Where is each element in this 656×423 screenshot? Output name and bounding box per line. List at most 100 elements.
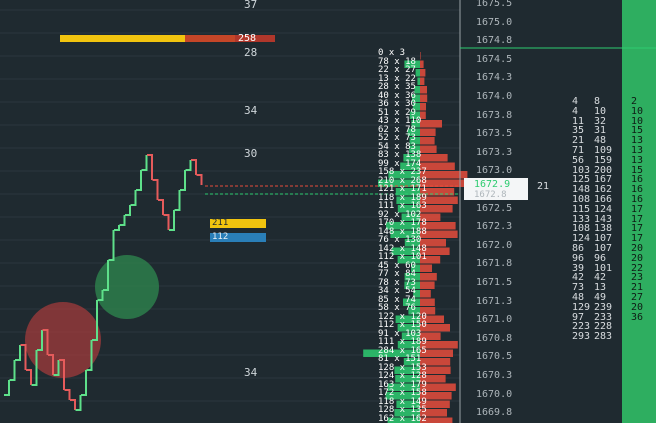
price-level[interactable]: 1675.0 (476, 16, 513, 28)
price-level[interactable]: 1670.5 (476, 351, 513, 363)
dom-ask_col-value: 200 (594, 164, 613, 176)
dom-vol_col-value: 17 (631, 223, 644, 235)
dom-vol_col-value: 15 (631, 125, 644, 137)
price-level[interactable]: 1674.3 (476, 72, 513, 84)
dom-ask_col-value: 107 (594, 233, 613, 245)
footprint-row: 78 x 18 (378, 56, 416, 67)
price-level[interactable]: 1674.5 (476, 53, 513, 65)
bid-volume-bar (386, 222, 420, 230)
price-level[interactable]: 1674.8 (476, 35, 513, 47)
footprint-row: 13 x 22 (378, 73, 416, 84)
dom-bid_col-value: 293 (572, 331, 591, 343)
price-level[interactable]: 1675.5 (476, 0, 513, 9)
bid-volume-bar (401, 332, 420, 340)
price-level[interactable]: 1673.5 (476, 128, 513, 140)
buy-volume-bubble (95, 255, 159, 319)
dom-bid_col-value: 96 (572, 252, 585, 264)
price-level[interactable]: 1671.0 (476, 314, 513, 326)
ask-volume-bar (420, 103, 426, 111)
ask-volume-bar (420, 213, 441, 221)
price-level[interactable]: 1671.5 (476, 277, 513, 288)
price-level[interactable]: 1672.5 (476, 202, 513, 214)
bid-volume-bar (396, 196, 420, 204)
dom-ask_col-value: 239 (594, 301, 613, 313)
price-level[interactable]: 1671.3 (476, 295, 513, 307)
dom-ask_col-value: 167 (594, 174, 613, 186)
ask-volume-bar (420, 315, 444, 323)
top-volume-bar-red (185, 35, 275, 42)
price-line-segment (185, 160, 192, 171)
dom-vol_col-value: 22 (631, 262, 644, 274)
price-level[interactable]: 1669.8 (476, 407, 513, 419)
price-level[interactable]: 1674.0 (476, 91, 513, 102)
bid-volume-bar (387, 417, 420, 423)
price-level[interactable]: 1673.8 (476, 109, 513, 121)
dom-vol_col-value: 10 (631, 105, 644, 117)
dom-bid_col-value: 71 (572, 145, 585, 156)
bid-volume-bar (409, 137, 420, 145)
ask-volume-bar (420, 188, 455, 196)
footprint-row: 170 x 178 (378, 218, 427, 228)
price-level[interactable]: 1673.0 (476, 165, 513, 177)
price-line-segment (20, 344, 27, 370)
price-line-segment (125, 205, 131, 216)
price-line-segment (158, 199, 164, 215)
dom-ask_col-value: 283 (594, 331, 613, 343)
footprint-row: 284 x 165 (378, 345, 427, 356)
price-level[interactable]: 1670.3 (476, 370, 513, 381)
footprint-row: 77 x 84 (378, 269, 416, 279)
dom-ask_col-value: 107 (594, 243, 613, 254)
footprint-row: 112 x 101 (378, 252, 427, 262)
bid-volume-bar (401, 213, 420, 221)
footprint-row: 62 x 78 (378, 124, 416, 135)
price-line-segment (174, 190, 181, 211)
price-level[interactable]: 1673.3 (476, 146, 513, 158)
footprint-row: 163 x 179 (378, 379, 427, 390)
sell-volume-bubble (25, 302, 101, 378)
price-level[interactable]: 1671.8 (476, 258, 513, 270)
bid-volume-bar (394, 366, 420, 374)
ask-volume-bar (420, 349, 453, 357)
dom-ask_col-value: 96 (594, 252, 607, 264)
bid-volume-bar (412, 94, 420, 102)
price-line-segment (141, 155, 148, 171)
dom-bid_col-value: 48 (572, 292, 585, 303)
footprint-row: 124 x 128 (378, 371, 427, 381)
ask-volume-bar (420, 247, 450, 255)
footprint-row: 118 x 149 (378, 396, 427, 407)
dom-ask_col-value: 228 (594, 321, 613, 333)
price-level[interactable]: 1670.0 (476, 388, 513, 400)
footprint-row: 36 x 30 (378, 99, 416, 109)
ask-volume-bar (420, 128, 436, 136)
ask-volume-bar (420, 179, 474, 187)
bid-volume-bar (415, 69, 420, 77)
ask-volume-bar (420, 230, 458, 238)
price-level[interactable]: 1672.3 (476, 221, 513, 233)
dom-bid_col-value: 103 (572, 164, 591, 176)
dom-bid_col-value: 124 (572, 233, 591, 245)
bid-volume-bar (407, 128, 420, 136)
dom-ask_col-value: 233 (594, 311, 613, 323)
bid-volume-bar (397, 256, 420, 264)
price-line-segment (31, 350, 38, 386)
price-line-segment (37, 330, 43, 351)
dom-vol_col-value: 17 (631, 233, 644, 245)
dom-bid_col-value: 133 (572, 213, 591, 225)
ask-volume-bar (420, 137, 435, 145)
price-level[interactable]: 1670.8 (476, 332, 513, 344)
top-volume-bar (60, 35, 235, 42)
footprint-row: 148 x 188 (378, 226, 427, 237)
price-level[interactable]: 1672.0 (476, 239, 513, 251)
footprint-row: 22 x 27 (378, 65, 416, 75)
current-price: 1672.9 (474, 179, 511, 190)
ask-volume-bar (420, 358, 451, 366)
dom-ask_col-value: 143 (594, 213, 613, 225)
volume-badge-112: 112 (210, 233, 266, 242)
ask-volume-bar (420, 324, 450, 332)
bid-volume-bar (390, 230, 420, 238)
ask-volume-bar (420, 400, 450, 408)
dom-vol_col-value: 13 (631, 135, 644, 147)
price-line-segment (147, 154, 153, 180)
dom-ask_col-value: 42 (594, 272, 607, 284)
